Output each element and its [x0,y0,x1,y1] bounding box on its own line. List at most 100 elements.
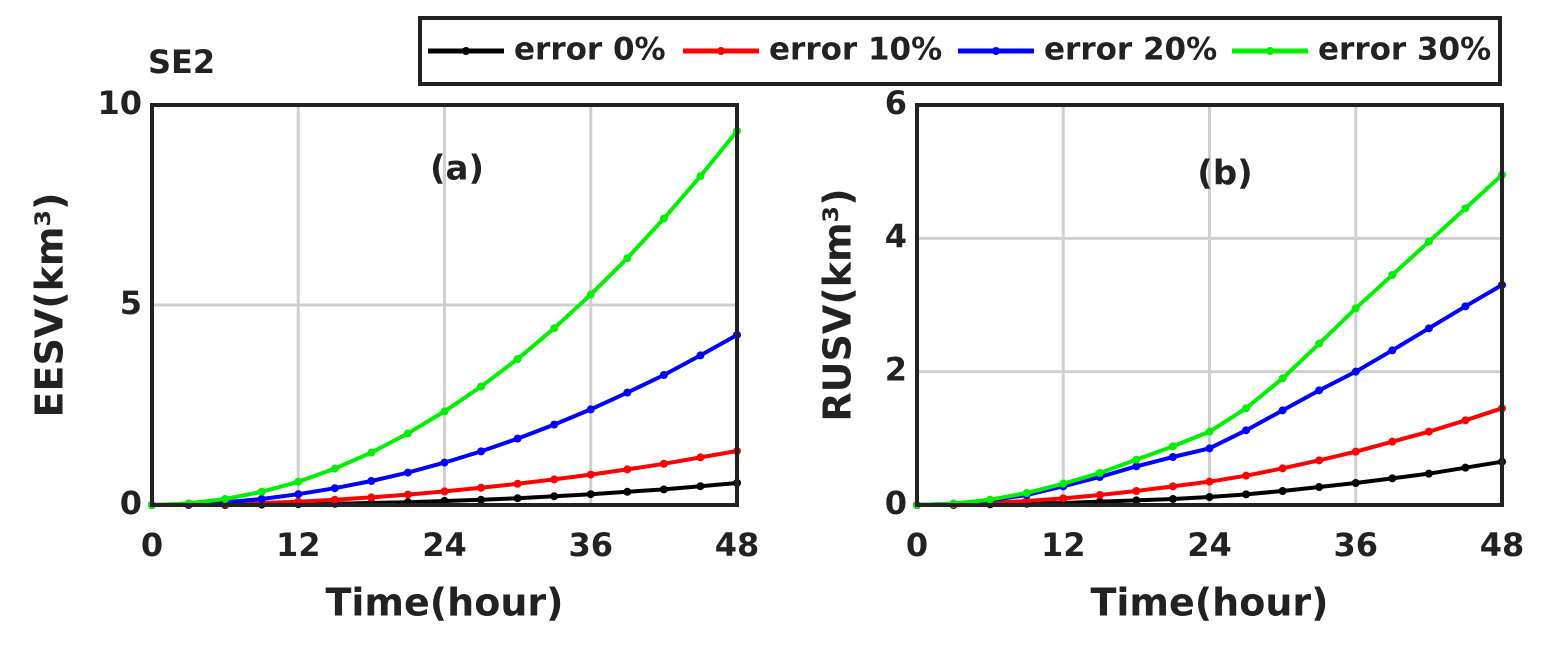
point [1315,483,1324,491]
point [1095,469,1104,477]
point [1168,482,1177,491]
y-axis-label: EESV(km³) [28,193,72,418]
x-tick-label: 24 [1187,526,1232,564]
point [221,495,230,503]
point [696,453,705,462]
point [623,388,632,397]
point [659,485,668,494]
point [330,495,339,504]
point [1278,487,1287,495]
legend-marker [992,47,1000,55]
point [1424,427,1433,436]
point [257,495,266,503]
point [403,468,412,477]
point [586,470,595,479]
point [623,487,632,496]
point [1351,367,1360,376]
point [1095,491,1104,499]
point [550,492,559,501]
point [1132,487,1141,495]
point [477,447,486,456]
legend-marker [717,47,725,55]
point [403,490,412,499]
legend-marker [1266,47,1274,55]
point [1278,464,1287,473]
point [1351,479,1360,487]
point [294,477,303,486]
y-tick-label: 4 [885,217,907,255]
point [477,483,486,492]
point [1132,496,1141,505]
point [477,495,486,504]
point [696,351,705,360]
figure-label: SE2 [148,43,215,81]
point [1132,462,1141,471]
point [986,495,995,504]
plot-frame [150,103,739,507]
point [1205,427,1214,436]
legend-label: error 10% [769,32,942,68]
point [1424,324,1433,333]
y-tick-label: 2 [885,351,907,389]
plot-frame [915,103,1504,507]
point [403,429,412,438]
point [1388,271,1397,279]
point [1168,453,1177,461]
x-tick-label: 48 [715,526,760,564]
point [1242,404,1251,413]
point [367,448,376,457]
point [1278,374,1287,383]
point [1461,463,1470,472]
point [659,459,668,468]
point [1022,489,1031,497]
point [440,458,449,467]
legend-label: error 20% [1044,32,1217,68]
point [513,494,522,503]
point [1059,479,1068,488]
point [367,493,376,502]
point [330,484,339,493]
point [1168,442,1177,451]
point [586,405,595,414]
y-axis-label: RUSV(km³) [816,188,860,421]
point [1205,477,1214,486]
point [1388,437,1397,446]
point [1278,406,1287,415]
point [257,487,266,496]
point [1059,494,1068,503]
point [1168,495,1177,503]
point [367,477,376,485]
point [1461,416,1470,425]
legend-marker [462,47,470,55]
x-tick-label: 0 [141,526,163,564]
point [659,371,668,379]
x-tick-label: 36 [1333,526,1378,564]
point [1351,304,1360,313]
point [1388,474,1397,483]
point [513,479,522,488]
x-tick-label: 48 [1480,526,1525,564]
y-tick-label: 5 [120,284,142,322]
point [623,465,632,474]
point [550,420,559,429]
point [440,487,449,496]
y-tick-label: 6 [885,84,907,122]
point [1315,386,1324,395]
point [1242,471,1251,480]
panel-label: (b) [1197,154,1252,194]
point [1424,237,1433,246]
point [1424,469,1433,478]
point [623,254,632,263]
point [1242,490,1251,499]
x-tick-label: 12 [276,526,321,564]
point [513,434,522,443]
point [1205,444,1214,453]
point [477,382,486,391]
x-tick-label: 12 [1041,526,1086,564]
point [550,324,559,333]
point [586,290,595,299]
point [1351,447,1360,456]
point [440,407,449,416]
point [1315,456,1324,465]
point [696,482,705,491]
